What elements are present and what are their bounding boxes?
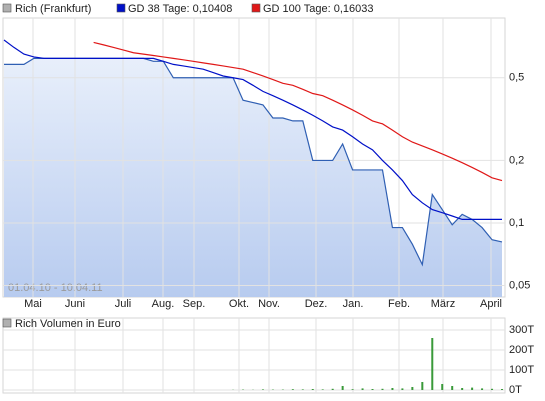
x-tick-label: Jan. xyxy=(343,298,364,310)
volume-bar xyxy=(391,388,394,390)
volume-bar xyxy=(441,384,444,390)
legend-label: Rich Volumen in Euro xyxy=(15,318,121,330)
volume-bar xyxy=(481,388,484,390)
legend-swatch xyxy=(251,3,261,13)
legend-swatch xyxy=(2,318,12,328)
volume-bar xyxy=(491,388,494,390)
y-tick-label: 0,05 xyxy=(509,279,530,291)
volume-bar xyxy=(301,389,304,390)
volume-bar xyxy=(321,389,324,390)
y-tick-label: 200T xyxy=(509,344,534,356)
x-tick-label: Juli xyxy=(115,298,132,310)
x-tick-label: Juni xyxy=(65,298,85,310)
x-tick-label: März xyxy=(431,298,455,310)
volume-bar xyxy=(451,386,454,390)
y-tick-label: 0,2 xyxy=(509,154,524,166)
x-tick-label: Feb. xyxy=(388,298,410,310)
x-tick-label: Okt. xyxy=(229,298,249,310)
volume-bar xyxy=(411,387,414,390)
x-tick-label: Nov. xyxy=(258,298,280,310)
volume-bar xyxy=(341,386,344,390)
legend-label: Rich (Frankfurt) xyxy=(15,3,91,15)
x-tick-label: Mai xyxy=(24,298,42,310)
legend-label: GD 38 Tage: 0,10408 xyxy=(128,3,232,15)
y-tick-label: 0T xyxy=(509,384,522,396)
x-tick-label: Aug. xyxy=(152,298,175,310)
volume-bar xyxy=(501,389,503,390)
legend-swatch xyxy=(2,3,12,13)
volume-bar xyxy=(351,389,354,390)
y-tick-label: 0,1 xyxy=(509,217,524,229)
date-range: 01.04.10 - 10.04.11 xyxy=(8,282,103,294)
price-area xyxy=(4,58,502,297)
volume-bar xyxy=(401,388,404,390)
volume-bar xyxy=(471,387,474,390)
volume-bar xyxy=(381,388,384,390)
series-line xyxy=(3,39,502,221)
volume-bar xyxy=(261,389,264,390)
volume-bar xyxy=(361,388,364,390)
y-tick-label: 100T xyxy=(509,364,534,376)
volume-bar xyxy=(461,388,464,390)
x-tick-label: Dez. xyxy=(305,298,328,310)
volume-bar xyxy=(331,388,334,390)
legend-label: GD 100 Tage: 0,16033 xyxy=(263,3,374,15)
series-line xyxy=(93,41,503,182)
volume-bar xyxy=(421,382,424,390)
volume-bar xyxy=(291,389,294,390)
x-tick-label: Sep. xyxy=(183,298,206,310)
y-tick-label: 0,5 xyxy=(509,72,524,84)
volume-bar xyxy=(311,389,314,390)
volume-bar xyxy=(431,338,434,390)
legend-swatch xyxy=(116,3,126,13)
x-tick-label: April xyxy=(480,298,502,310)
y-tick-label: 300T xyxy=(509,324,534,336)
volume-bar xyxy=(371,389,374,390)
